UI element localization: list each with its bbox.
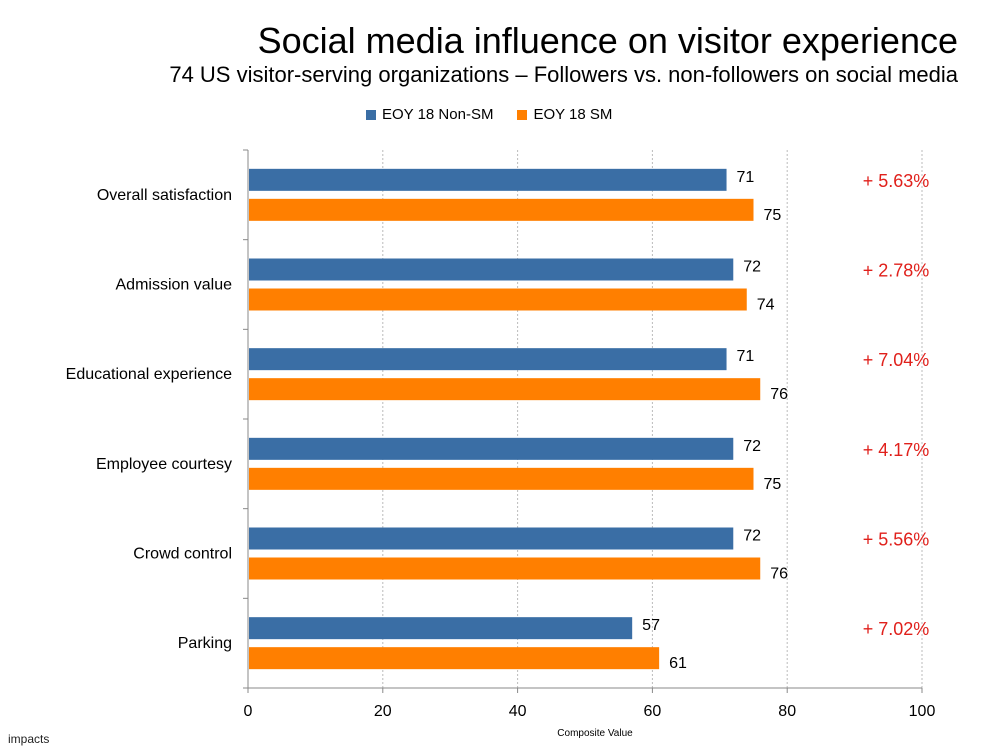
chart-legend: EOY 18 Non-SM EOY 18 SM	[366, 106, 636, 123]
category-label: Educational experience	[66, 366, 232, 383]
data-label-non-sm: 57	[642, 617, 660, 634]
category-label: Parking	[178, 635, 232, 652]
difference-annotation: + 2.78%	[863, 261, 930, 281]
data-label-sm: 76	[770, 566, 788, 583]
data-label-sm: 76	[770, 386, 788, 403]
category-label: Crowd control	[133, 546, 232, 563]
difference-annotation: + 7.02%	[863, 619, 930, 639]
bar-sm	[249, 647, 660, 670]
data-label-non-sm: 72	[743, 259, 761, 276]
bar-sm	[249, 378, 761, 401]
chart-subtitle: 74 US visitor-serving organizations – Fo…	[169, 62, 958, 87]
legend-item-non-sm: EOY 18 Non-SM	[366, 106, 493, 123]
data-label-sm: 75	[764, 476, 782, 493]
legend-item-sm: EOY 18 SM	[517, 106, 612, 123]
category-label: Employee courtesy	[96, 456, 232, 473]
x-axis-label: Composite Value	[557, 728, 633, 739]
bar-sm	[249, 288, 747, 311]
bar-non-sm	[249, 437, 734, 460]
data-label-non-sm: 72	[743, 438, 761, 455]
x-tick-label-80: 80	[778, 703, 796, 720]
data-label-non-sm: 71	[737, 348, 755, 365]
category-label: Overall satisfaction	[97, 187, 232, 204]
category-label: Admission value	[116, 277, 233, 294]
difference-annotation: + 5.56%	[863, 530, 930, 550]
bar-non-sm	[249, 348, 727, 371]
impacts-logo: impacts	[8, 732, 50, 746]
legend-label-non-sm: EOY 18 Non-SM	[382, 106, 494, 123]
legend-swatch-non-sm	[366, 109, 376, 120]
x-tick-label-100: 100	[909, 703, 936, 720]
legend-label-sm: EOY 18 SM	[533, 106, 613, 123]
bar-non-sm	[249, 527, 734, 550]
bar-non-sm	[249, 258, 734, 281]
x-tick-label-20: 20	[374, 703, 392, 720]
data-label-non-sm: 71	[737, 169, 755, 186]
chart-title: Social media influence on visitor experi…	[257, 20, 958, 61]
x-tick-label-40: 40	[509, 703, 527, 720]
bar-non-sm	[249, 168, 727, 191]
data-label-sm: 74	[757, 297, 775, 314]
bar-sm	[249, 467, 754, 490]
data-label-sm: 61	[669, 655, 687, 672]
bar-sm	[249, 198, 754, 221]
data-label-non-sm: 72	[743, 528, 761, 545]
bar-non-sm	[249, 617, 633, 640]
legend-swatch-sm	[517, 109, 528, 120]
x-tick-label-60: 60	[644, 703, 662, 720]
x-tick-label-0: 0	[244, 703, 253, 720]
difference-annotation: + 4.17%	[863, 440, 930, 460]
data-label-sm: 75	[764, 207, 782, 224]
difference-annotation: + 5.63%	[863, 171, 930, 191]
difference-annotation: + 7.04%	[863, 350, 930, 370]
bar-sm	[249, 557, 761, 580]
